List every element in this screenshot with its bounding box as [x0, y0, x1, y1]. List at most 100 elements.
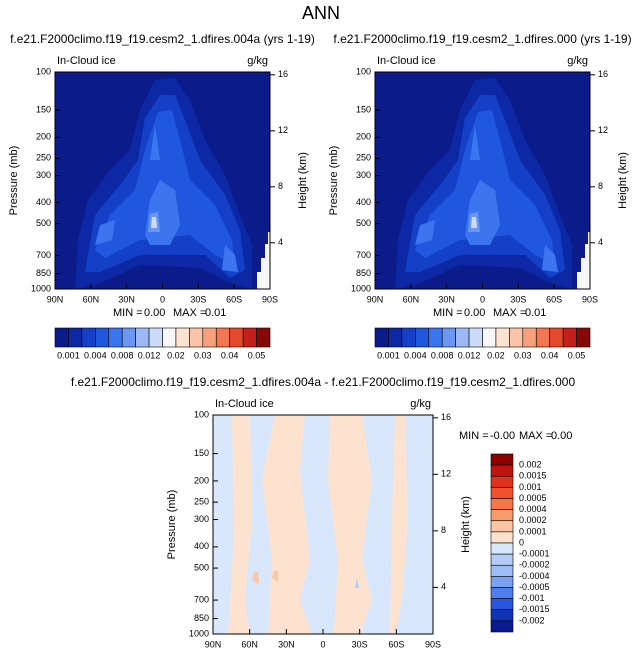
- y-tick-label: 400: [36, 197, 51, 207]
- figure-title: ANN: [302, 3, 340, 23]
- x-tick-label: 60S: [388, 639, 404, 649]
- y-tick-label: 1000: [351, 283, 371, 293]
- colorbar-box: [490, 542, 514, 555]
- y-tick-label: 1000: [31, 283, 51, 293]
- colorbar-label: 0.0002: [519, 515, 547, 525]
- x-tick-label: 30N: [438, 294, 455, 304]
- colorbar-label: 0.001: [57, 350, 80, 360]
- y-tick-label: 300: [356, 170, 371, 180]
- colorbar-label: 0.0015: [519, 471, 547, 481]
- colorbar-label: 0.04: [221, 350, 239, 360]
- y-tick-label: 100: [194, 409, 209, 419]
- x-tick-label: 90N: [205, 639, 222, 649]
- colorbar-box: [490, 553, 514, 566]
- y-tick-label: 850: [36, 268, 51, 278]
- y-tick-label: 200: [36, 132, 51, 142]
- colorbar-box: [256, 327, 271, 348]
- left-label: In-Cloud ice: [377, 55, 436, 67]
- colorbar-label: 0.03: [514, 350, 532, 360]
- colorbar-box: [95, 327, 110, 348]
- colorbar-box: [374, 327, 389, 348]
- colorbar-box: [162, 327, 177, 348]
- colorbar-label: 0.0001: [519, 526, 547, 536]
- y2-tick-label: 16: [278, 69, 288, 79]
- x-tick-label: 60N: [83, 294, 100, 304]
- stat-name: MAX =: [173, 307, 206, 319]
- contour-field: [375, 72, 590, 289]
- x-tick-label: 90S: [582, 294, 598, 304]
- colorbar-box: [490, 598, 514, 611]
- stat-name: MAX =: [519, 430, 552, 442]
- y2-tick-label: 16: [441, 412, 451, 422]
- colorbar-label: -0.002: [519, 615, 545, 625]
- contour-region: [542, 245, 558, 272]
- colorbar-box: [54, 327, 69, 348]
- colorbar-label: -0.0005: [519, 582, 550, 592]
- colorbar-box: [175, 327, 190, 348]
- colorbar-box: [576, 327, 591, 348]
- colorbar-box: [535, 327, 550, 348]
- contour-field: [55, 72, 270, 289]
- stat-value: 0.00: [144, 307, 165, 319]
- colorbar-box: [490, 464, 514, 477]
- x-tick-label: 60N: [241, 639, 258, 649]
- stat-name: MAX =: [493, 307, 526, 319]
- colorbar-label: 0.012: [138, 350, 161, 360]
- x-tick-label: 0: [320, 639, 325, 649]
- x-tick-label: 90S: [425, 639, 441, 649]
- colorbar-box: [388, 327, 403, 348]
- y-tick-label: 1000: [189, 628, 209, 638]
- colorbar-label: 0.04: [541, 350, 559, 360]
- colorbar-label: 0.002: [519, 460, 542, 470]
- x-tick-label: 90N: [47, 294, 64, 304]
- x-tick-label: 30N: [278, 639, 295, 649]
- y-axis-label: Pressure (mb): [166, 490, 178, 560]
- x-tick-label: 0: [480, 294, 485, 304]
- contour-region: [222, 245, 238, 272]
- y-tick-label: 250: [194, 497, 209, 507]
- colorbar-label: -0.001: [519, 593, 545, 603]
- colorbar-label: 0.008: [431, 350, 454, 360]
- colorbar-box: [68, 327, 83, 348]
- y-tick-label: 500: [194, 562, 209, 572]
- y-tick-label: 850: [194, 613, 209, 623]
- colorbar-box: [441, 327, 456, 348]
- right-label: g/kg: [567, 55, 588, 67]
- colorbar-box: [490, 520, 514, 533]
- colorbar-label: 0.004: [404, 350, 427, 360]
- colorbar-box: [490, 509, 514, 522]
- colorbar-box: [148, 327, 163, 348]
- y-tick-label: 850: [356, 268, 371, 278]
- x-tick-label: 30S: [510, 294, 526, 304]
- y2-tick-label: 16: [598, 69, 608, 79]
- colorbar-box: [401, 327, 416, 348]
- colorbar-box: [490, 587, 514, 599]
- colorbar-box: [202, 327, 217, 348]
- panel-title: f.e21.F2000climo.f19_f19.cesm2_1.dfires.…: [333, 32, 631, 46]
- panel-title: f.e21.F2000climo.f19_f19.cesm2_1.dfires.…: [71, 375, 576, 389]
- colorbar-label: 0.008: [111, 350, 134, 360]
- y-tick-label: 150: [36, 105, 51, 115]
- y2-tick-label: 8: [441, 525, 446, 535]
- right-label: g/kg: [410, 398, 431, 410]
- stat-value: -0.00: [490, 430, 515, 442]
- colorbar-label: 0.02: [487, 350, 505, 360]
- colorbar-box: [108, 327, 123, 348]
- contour-region: [150, 125, 160, 160]
- y-tick-label: 150: [194, 448, 209, 458]
- y-tick-label: 300: [194, 514, 209, 524]
- stat-name: MIN =: [433, 307, 463, 319]
- colorbar-box: [549, 327, 564, 348]
- contour-region: [390, 415, 408, 634]
- y2-axis-label: Height (km): [460, 496, 472, 553]
- colorbar-box: [455, 327, 470, 348]
- x-tick-label: 30S: [352, 639, 368, 649]
- contour-region: [328, 415, 372, 634]
- colorbar-box: [242, 327, 257, 348]
- y-axis-label: Pressure (mb): [8, 146, 20, 216]
- y-tick-label: 700: [356, 250, 371, 260]
- colorbar-box: [215, 327, 230, 348]
- colorbar-box: [522, 327, 537, 348]
- colorbar-box: [495, 327, 510, 348]
